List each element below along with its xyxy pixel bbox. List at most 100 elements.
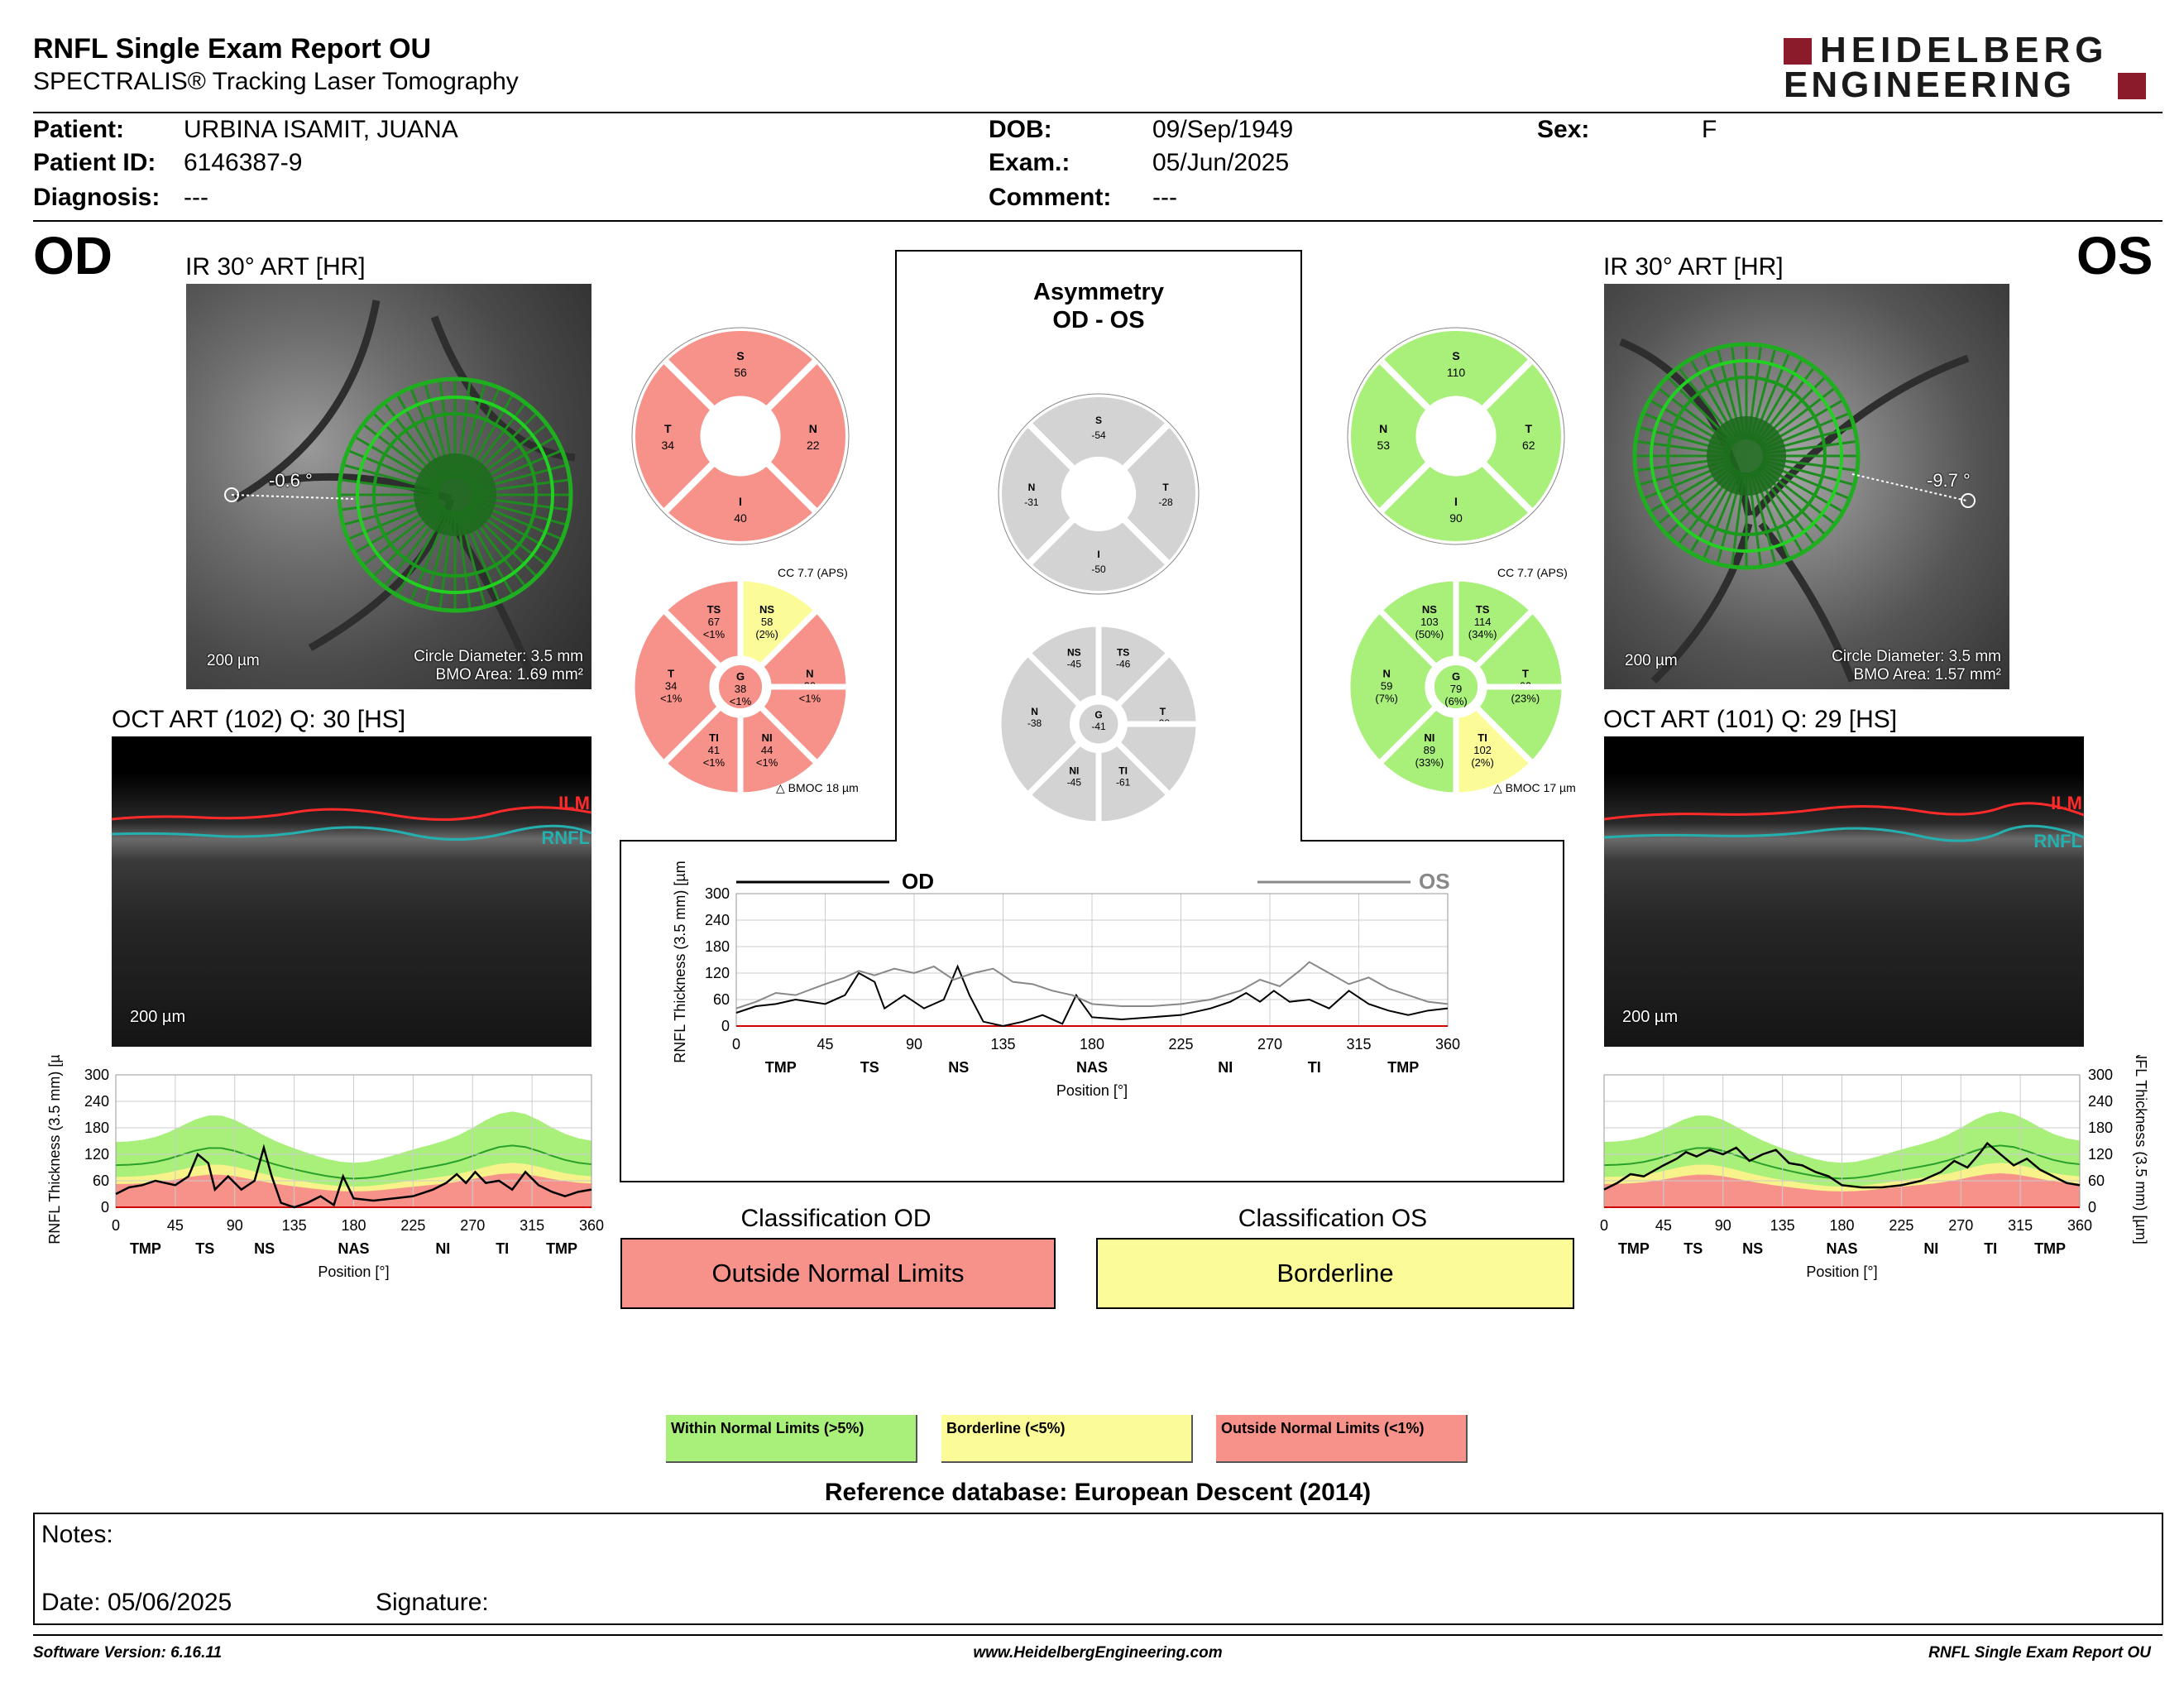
legend-borderline: Borderline (<5%) bbox=[941, 1415, 1193, 1463]
os-sector-text-g-2: (6%) bbox=[1444, 695, 1467, 707]
od-sector-text-ti-1: 41 bbox=[708, 744, 720, 756]
os-bmoc-value: BMOC 17 µm bbox=[1505, 781, 1576, 794]
os-circle-diameter: Circle Diameter: 3.5 mm bbox=[1832, 648, 2001, 665]
asym-sector-text-ts-1: -46 bbox=[1116, 659, 1131, 670]
y-tick-60: 60 bbox=[93, 1172, 109, 1189]
x-tick-270: 270 bbox=[460, 1217, 485, 1234]
y-axis-label: RNFL Thickness (3.5 mm) [µm] bbox=[672, 861, 688, 1063]
od-bmoc-value: BMOC 18 µm bbox=[788, 781, 859, 794]
os-sector-text-ts-0: TS bbox=[1476, 603, 1490, 616]
od-quad-label-bottom: I bbox=[739, 495, 742, 508]
asym-quad-label-left: N bbox=[1028, 482, 1036, 493]
os-quad-value-right: 62 bbox=[1522, 439, 1535, 452]
reference-database: Reference database: European Descent (20… bbox=[824, 1479, 1372, 1506]
os-cc-label: CC 7.7 (APS) bbox=[1497, 566, 1568, 579]
od-quad-value-bottom: 40 bbox=[734, 511, 747, 525]
comment-label: Comment: bbox=[989, 184, 1112, 211]
asym-sector-g bbox=[1074, 699, 1123, 749]
x-tick-0: 0 bbox=[112, 1217, 120, 1234]
os-quad-label-left: N bbox=[1379, 422, 1387, 435]
os-oct-scale: 200 µm bbox=[1622, 1008, 1679, 1026]
od-bmoc: △ BMOC 18 µm bbox=[776, 781, 859, 795]
x-tick-225: 225 bbox=[400, 1217, 425, 1234]
x-tick-180: 180 bbox=[1829, 1217, 1854, 1234]
os-sector-text-n-2: (7%) bbox=[1375, 692, 1397, 704]
od-eye-label: OD bbox=[33, 226, 113, 285]
sector-label-3: NAS bbox=[1826, 1240, 1857, 1257]
od-sector-ns bbox=[737, 575, 821, 671]
asym-sector-text-ns-1: -45 bbox=[1067, 659, 1082, 670]
sector-label-2: NS bbox=[254, 1240, 275, 1257]
report-title: RNFL Single Exam Report OU bbox=[33, 33, 432, 65]
asym-sector-text-ni-0: NI bbox=[1069, 765, 1079, 777]
asym-sector-text-ni-1: -45 bbox=[1067, 777, 1082, 789]
asymmetry-title: Asymmetry bbox=[1033, 279, 1164, 305]
os-fundus-image: -9.7 ° 200 µm Circle Diameter: 3.5 mm BM… bbox=[1604, 284, 2009, 689]
sector-label-3: NAS bbox=[338, 1240, 369, 1257]
od-classification-box: Outside Normal Limits bbox=[620, 1238, 1056, 1309]
od-sector-text-t-2: <1% bbox=[660, 692, 682, 704]
os-angle: -9.7 ° bbox=[1927, 470, 1971, 491]
os-sector-ns bbox=[1375, 575, 1459, 671]
diagnosis-value: --- bbox=[184, 184, 208, 211]
od-sector-text-ns-2: (2%) bbox=[755, 628, 778, 640]
asymmetry-quadrant-chart: S -54 N -31 T -28 I -50 bbox=[995, 391, 1202, 597]
sector-label-0: TMP bbox=[1618, 1240, 1650, 1257]
x-tick-225: 225 bbox=[1889, 1217, 1913, 1234]
logo-text-line1: HEIDELBERG bbox=[1820, 30, 2109, 70]
x-tick-180: 180 bbox=[1080, 1036, 1104, 1053]
x-tick-90: 90 bbox=[1715, 1217, 1731, 1234]
sector-label-6: TMP bbox=[1387, 1059, 1419, 1076]
asym-quad-value-bottom: -50 bbox=[1091, 563, 1106, 575]
os-rnfl-chart: 0 45 90 135 180 225 270 315 360060120180240300TM… bbox=[1600, 1055, 2149, 1280]
sector-label-4: NI bbox=[1218, 1059, 1233, 1076]
x-axis-label: Position [°] bbox=[318, 1264, 389, 1280]
od-sector-text-ti-0: TI bbox=[709, 731, 719, 744]
os-sector-ni bbox=[1375, 703, 1459, 798]
sector-label-5: TI bbox=[496, 1240, 509, 1257]
x-tick-225: 225 bbox=[1168, 1036, 1193, 1053]
os-ilm-label: ILM bbox=[2051, 793, 2082, 813]
od-rnfl-label: RNFL bbox=[541, 827, 590, 848]
x-tick-315: 315 bbox=[520, 1217, 544, 1234]
sex-value: F bbox=[1702, 116, 1717, 143]
os-sector-ti bbox=[1453, 703, 1537, 798]
exam-label: Exam.: bbox=[989, 149, 1070, 176]
od-bmo-area: BMO Area: 1.69 mm² bbox=[435, 666, 583, 683]
signature-label[interactable]: Signature: bbox=[376, 1589, 489, 1616]
sex-label: Sex: bbox=[1537, 116, 1590, 143]
od-quad-outline bbox=[631, 327, 850, 545]
heidelberg-logo: HEIDELBERG ENGINEERING bbox=[1779, 31, 2159, 104]
os-quad-label-bottom: I bbox=[1454, 495, 1458, 508]
x-tick-45: 45 bbox=[167, 1217, 184, 1234]
od-quad-label-top: S bbox=[736, 349, 744, 362]
x-tick-360: 360 bbox=[2067, 1217, 2092, 1234]
asym-sector-ts bbox=[1095, 621, 1174, 710]
od-sector-text-ts-1: 67 bbox=[708, 616, 720, 628]
x-tick-360: 360 bbox=[1435, 1036, 1460, 1053]
y-tick-60: 60 bbox=[2088, 1172, 2105, 1189]
patient-id: 6146387-9 bbox=[184, 149, 303, 176]
od-circle-diameter: Circle Diameter: 3.5 mm bbox=[414, 648, 583, 665]
asym-sector-text-g-1: -41 bbox=[1091, 721, 1106, 732]
asym-sector-text-n-0: N bbox=[1031, 706, 1038, 717]
asym-sector-text-t-0: T bbox=[1160, 706, 1166, 717]
y-tick-300: 300 bbox=[2088, 1067, 2113, 1083]
notes-box[interactable]: Notes: Date: 05/06/2025 Signature: bbox=[33, 1513, 2163, 1625]
asym-quad-value-top: -54 bbox=[1091, 429, 1106, 441]
x-tick-270: 270 bbox=[1948, 1217, 1973, 1234]
od-sector-text-ns-1: 58 bbox=[761, 616, 773, 628]
sector-label-2: NS bbox=[1742, 1240, 1763, 1257]
os-sector-text-ti-0: TI bbox=[1478, 731, 1487, 744]
diagnosis-label: Diagnosis: bbox=[33, 184, 160, 211]
os-sector-text-ts-2: (34%) bbox=[1468, 628, 1497, 640]
od-rnfl-chart: 0 45 90 135 180 225 270 315 360 0 60 120 180 240 300 TM… bbox=[46, 1055, 604, 1280]
y-tick-180: 180 bbox=[84, 1120, 109, 1136]
od-quad-value-top: 56 bbox=[734, 366, 747, 379]
x-tick-0: 0 bbox=[732, 1036, 740, 1053]
info-divider bbox=[33, 220, 2162, 222]
asym-sector-text-n-1: -38 bbox=[1027, 717, 1042, 729]
logo-square-top bbox=[1784, 38, 1812, 65]
sector-label-0: TMP bbox=[130, 1240, 161, 1257]
